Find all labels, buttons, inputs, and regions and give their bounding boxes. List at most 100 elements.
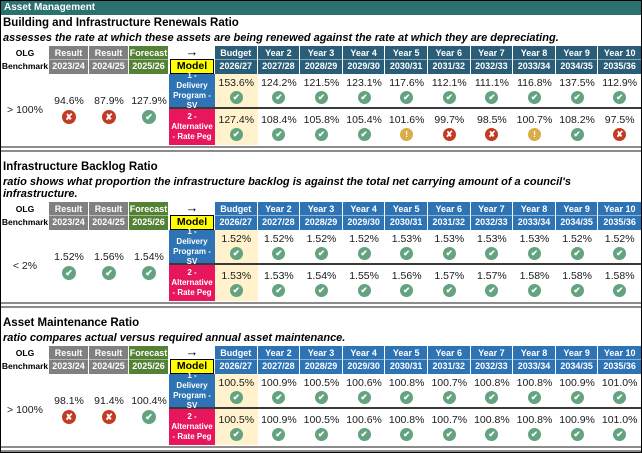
- scenario-label-delivery-program[interactable]: 1 - Delivery Program - SV: [169, 227, 215, 266]
- value-cell[interactable]: 1.52% ✔: [555, 230, 599, 265]
- header-year-3-2028-29[interactable]: Year 3 2028/29: [300, 202, 343, 230]
- header-year-2-2027-28[interactable]: Year 2 2027/28: [257, 346, 301, 374]
- benchmark-cell[interactable]: > 100%: [1, 374, 49, 445]
- value-cell[interactable]: 100.8% ✔: [470, 409, 514, 445]
- header-year-6-2031-32[interactable]: Year 6 2031/32: [427, 46, 471, 74]
- value-cell[interactable]: 1.52% ✔: [598, 230, 641, 265]
- header-year-10-2035-36[interactable]: Year 10 2035/36: [598, 46, 641, 74]
- header-year-5-2030-31[interactable]: Year 5 2030/31: [385, 346, 428, 374]
- value-cell[interactable]: 117.6% ✔: [385, 74, 428, 109]
- value-cell[interactable]: 100.8% ✔: [513, 409, 556, 445]
- header-year-4-2029-30[interactable]: Year 4 2029/30: [342, 202, 386, 230]
- olg-benchmark-header[interactable]: OLG Benchmark: [1, 202, 49, 230]
- value-cell[interactable]: 100.7%!: [513, 109, 556, 145]
- value-cell[interactable]: 100.9% ✔: [257, 374, 301, 409]
- actual-value-cell[interactable]: 1.56% ✔: [89, 230, 129, 301]
- scenario-label-alternative-rate-peg[interactable]: 2 - Alternative - Rate Peg: [169, 265, 215, 301]
- value-cell[interactable]: 98.5% ✘: [470, 109, 514, 145]
- value-cell[interactable]: 112.1% ✔: [427, 74, 471, 109]
- header-year-9-2034-35[interactable]: Year 9 2034/35: [555, 346, 599, 374]
- value-cell[interactable]: 100.5% ✔: [215, 374, 258, 409]
- header-year-7-2032-33[interactable]: Year 7 2032/33: [470, 202, 514, 230]
- scenario-label-delivery-program[interactable]: 1 - Delivery Program - SV: [169, 71, 215, 110]
- value-cell[interactable]: 1.53% ✔: [470, 230, 514, 265]
- value-cell[interactable]: 100.7% ✔: [427, 409, 471, 445]
- header-year-5-2030-31[interactable]: Year 5 2030/31: [385, 202, 428, 230]
- actual-value-cell[interactable]: 87.9% ✘: [89, 74, 129, 145]
- value-cell[interactable]: 127.4% ✔: [215, 109, 258, 145]
- value-cell[interactable]: 1.53% ✔: [257, 265, 301, 301]
- header-forecast-2025-26[interactable]: Forecast 2025/26: [129, 202, 169, 230]
- header-year-5-2030-31[interactable]: Year 5 2030/31: [385, 46, 428, 74]
- value-cell[interactable]: 116.8% ✔: [513, 74, 556, 109]
- header-year-2-2027-28[interactable]: Year 2 2027/28: [257, 202, 301, 230]
- value-cell[interactable]: 1.53% ✔: [385, 230, 428, 265]
- header-year-8-2033-34[interactable]: Year 8 2033/34: [513, 202, 556, 230]
- value-cell[interactable]: 1.52% ✔: [300, 230, 343, 265]
- value-cell[interactable]: 153.6% ✔: [215, 74, 258, 109]
- header-year-7-2032-33[interactable]: Year 7 2032/33: [470, 346, 514, 374]
- model-header[interactable]: → Model: [169, 46, 215, 74]
- value-cell[interactable]: 1.56% ✔: [385, 265, 428, 301]
- value-cell[interactable]: 101.0% ✔: [598, 374, 641, 409]
- value-cell[interactable]: 100.5% ✔: [300, 409, 343, 445]
- value-cell[interactable]: 100.6% ✔: [342, 409, 386, 445]
- value-cell[interactable]: 1.57% ✔: [470, 265, 514, 301]
- actual-value-cell[interactable]: 1.54% ✔: [129, 230, 169, 301]
- value-cell[interactable]: 100.8% ✔: [385, 409, 428, 445]
- actual-value-cell[interactable]: 98.1% ✘: [49, 374, 89, 445]
- value-cell[interactable]: 105.4% ✔: [342, 109, 386, 145]
- header-result-2023-24[interactable]: Result 2023/24: [49, 346, 89, 374]
- value-cell[interactable]: 101.6%!: [385, 109, 428, 145]
- header-year-4-2029-30[interactable]: Year 4 2029/30: [342, 346, 386, 374]
- header-year-4-2029-30[interactable]: Year 4 2029/30: [342, 46, 386, 74]
- header-year-10-2035-36[interactable]: Year 10 2035/36: [598, 202, 641, 230]
- header-year-8-2033-34[interactable]: Year 8 2033/34: [513, 46, 556, 74]
- header-year-10-2035-36[interactable]: Year 10 2035/36: [598, 346, 641, 374]
- benchmark-cell[interactable]: < 2%: [1, 230, 49, 301]
- value-cell[interactable]: 112.9% ✔: [598, 74, 641, 109]
- benchmark-cell[interactable]: > 100%: [1, 74, 49, 145]
- header-year-9-2034-35[interactable]: Year 9 2034/35: [555, 46, 599, 74]
- value-cell[interactable]: 101.0% ✔: [598, 409, 641, 445]
- actual-value-cell[interactable]: 91.4% ✘: [89, 374, 129, 445]
- value-cell[interactable]: 111.1% ✔: [470, 74, 514, 109]
- olg-benchmark-header[interactable]: OLG Benchmark: [1, 346, 49, 374]
- value-cell[interactable]: 100.5% ✔: [300, 374, 343, 409]
- value-cell[interactable]: 123.1% ✔: [342, 74, 386, 109]
- value-cell[interactable]: 108.2% ✔: [555, 109, 599, 145]
- header-year-8-2033-34[interactable]: Year 8 2033/34: [513, 346, 556, 374]
- header-forecast-2025-26[interactable]: Forecast 2025/26: [129, 346, 169, 374]
- value-cell[interactable]: 100.9% ✔: [555, 409, 599, 445]
- header-year-6-2031-32[interactable]: Year 6 2031/32: [427, 202, 471, 230]
- value-cell[interactable]: 100.8% ✔: [513, 374, 556, 409]
- value-cell[interactable]: 1.57% ✔: [427, 265, 471, 301]
- value-cell[interactable]: 1.53% ✔: [427, 230, 471, 265]
- value-cell[interactable]: 1.53% ✔: [513, 230, 556, 265]
- header-result-2024-25[interactable]: Result 2024/25: [89, 46, 129, 74]
- value-cell[interactable]: 121.5% ✔: [300, 74, 343, 109]
- value-cell[interactable]: 1.52% ✔: [215, 230, 258, 265]
- header-result-2023-24[interactable]: Result 2023/24: [49, 46, 89, 74]
- actual-value-cell[interactable]: 1.52% ✔: [49, 230, 89, 301]
- header-year-3-2028-29[interactable]: Year 3 2028/29: [300, 46, 343, 74]
- actual-value-cell[interactable]: 94.6% ✘: [49, 74, 89, 145]
- actual-value-cell[interactable]: 100.4% ✔: [129, 374, 169, 445]
- value-cell[interactable]: 1.55% ✔: [342, 265, 386, 301]
- header-result-2024-25[interactable]: Result 2024/25: [89, 202, 129, 230]
- value-cell[interactable]: 1.58% ✔: [555, 265, 599, 301]
- actual-value-cell[interactable]: 127.9% ✔: [129, 74, 169, 145]
- value-cell[interactable]: 108.4% ✔: [257, 109, 301, 145]
- model-header[interactable]: → Model: [169, 202, 215, 230]
- value-cell[interactable]: 100.8% ✔: [470, 374, 514, 409]
- header-year-3-2028-29[interactable]: Year 3 2028/29: [300, 346, 343, 374]
- value-cell[interactable]: 97.5% ✘: [598, 109, 641, 145]
- value-cell[interactable]: 1.58% ✔: [513, 265, 556, 301]
- scenario-label-alternative-rate-peg[interactable]: 2 - Alternative - Rate Peg: [169, 409, 215, 445]
- value-cell[interactable]: 1.52% ✔: [342, 230, 386, 265]
- value-cell[interactable]: 1.54% ✔: [300, 265, 343, 301]
- olg-benchmark-header[interactable]: OLG Benchmark: [1, 46, 49, 74]
- header-result-2024-25[interactable]: Result 2024/25: [89, 346, 129, 374]
- header-year-2-2027-28[interactable]: Year 2 2027/28: [257, 46, 301, 74]
- value-cell[interactable]: 100.5% ✔: [215, 409, 258, 445]
